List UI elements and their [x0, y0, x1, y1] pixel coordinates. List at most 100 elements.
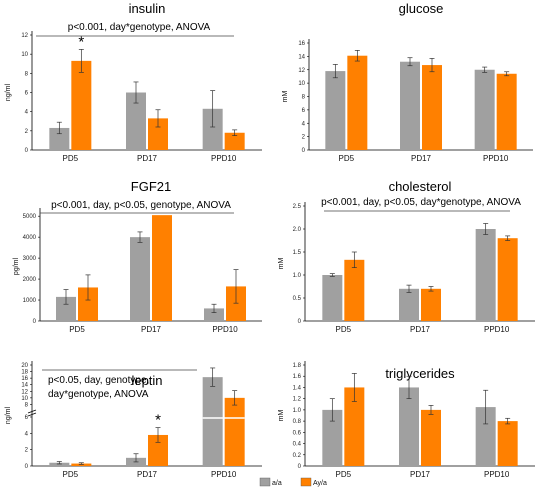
anova-annotation: p<0.001, day, p<0.05, day*genotype, ANOV… [321, 197, 521, 208]
bar-aa-PD5 [49, 462, 70, 466]
bar-Aya-PD5 [71, 463, 92, 466]
y-tick-label: 2 [302, 135, 306, 141]
chart-panel-glucose: glucose 0 2 4 6 8 10 12 14 16 mM PD5 PD17 PPD10 [282, 1, 533, 163]
y-tick-label: 1.0 [293, 408, 302, 414]
anova-annotation: day*genotype, ANOVA [48, 389, 149, 400]
y-tick-label: 4 [302, 121, 306, 127]
bar-Aya-PD5 [78, 287, 98, 321]
bar-Aya-PPD10 [224, 132, 245, 150]
y-tick-label: 12 [21, 33, 28, 39]
bar-aa-PD17 [400, 61, 420, 150]
bar-Aya-PPD10 [497, 238, 518, 321]
y-tick-label: 14 [298, 54, 305, 60]
x-tick-label: PD5 [63, 154, 79, 163]
bar-aa-PD5 [49, 127, 70, 150]
bar-aa-PPD10 [475, 407, 496, 466]
legend: a/a Ay/a [259, 477, 327, 487]
y-tick-label: 1.8 [293, 363, 302, 369]
x-tick-label: PPD10 [484, 470, 510, 479]
y-tick-label: 6 [25, 415, 29, 421]
bar-aa-PPD10 [474, 69, 495, 150]
x-tick-label: PPD10 [211, 154, 237, 163]
chart-title: cholesterol [389, 179, 452, 194]
x-tick-label: PD17 [411, 154, 432, 163]
y-tick-label: 12 [21, 389, 28, 395]
y-axis-label: ng/ml [5, 407, 12, 425]
bar-aa-PD17 [399, 387, 419, 466]
bar-aa-PD5 [322, 275, 343, 321]
bar-aa-PPD10 [202, 108, 223, 150]
y-tick-label: 6 [25, 91, 29, 97]
x-tick-label: PPD10 [212, 325, 238, 334]
axis-break-mark [27, 412, 37, 417]
chart-panel-cholesterol: cholesterol 0 0.5 1.0 1.5 2.0 2.5 mM PD5 PD17 PPD1… [278, 179, 535, 334]
x-tick-label: PD17 [141, 325, 162, 334]
y-tick-label: 2 [25, 448, 29, 454]
chart-title: FGF21 [131, 179, 171, 194]
y-axis-label: pg/ml [13, 258, 20, 276]
bar-Aya-PPD10 [497, 421, 518, 466]
y-tick-label: 1.0 [293, 273, 302, 279]
legend-label: Ay/a [313, 480, 327, 487]
legend-label: a/a [272, 480, 282, 487]
bar-Aya-PD17 [148, 118, 168, 150]
y-axis-label: mM [282, 91, 289, 103]
chart-panel-triglycerides: triglycerides 0 0.2 0.4 0.6 0.8 1.0 1.2 1.4 1.6 1.… [278, 361, 535, 479]
x-tick-label: PD17 [410, 470, 431, 479]
bar-Aya-PD5 [71, 60, 92, 150]
significance-marker: * [155, 412, 161, 429]
y-axis-label: mM [278, 410, 285, 422]
y-tick-label: 4000 [23, 235, 37, 241]
y-tick-label: 10 [298, 81, 305, 87]
bar-Aya-PD17 [421, 288, 441, 321]
y-tick-label: 0 [302, 148, 306, 154]
bar-Aya-PD17 [422, 65, 442, 150]
y-tick-label: 10 [21, 52, 28, 58]
anova-annotation: p<0.001, day*genotype, ANOVA [68, 22, 211, 33]
x-tick-label: PD5 [69, 325, 85, 334]
y-tick-label: 0 [298, 464, 302, 470]
y-tick-label: 2.5 [293, 204, 302, 210]
x-tick-label: PD5 [336, 325, 352, 334]
y-tick-label: 0.4 [293, 442, 302, 448]
y-tick-label: 14 [21, 383, 28, 389]
bar-Aya-PD17 [152, 215, 172, 321]
chart-title: insulin [129, 1, 166, 16]
bar-Aya-PD5 [344, 259, 365, 321]
y-tick-label: 0.2 [293, 453, 302, 459]
y-tick-label: 10 [21, 396, 28, 402]
legend-swatch [300, 477, 312, 487]
bar-Aya-PD5 [347, 55, 368, 150]
anova-annotation: p<0.05, day, genotype, [48, 375, 149, 386]
y-tick-label: 16 [21, 376, 28, 382]
bar-Aya-PD5 [344, 387, 365, 466]
chart-panel-FGF21: FGF21 0 1000 2000 3000 4000 5000 pg/ml PD5 PD17 PP… [13, 179, 262, 334]
bar-Aya-PPD10 [496, 73, 517, 150]
y-tick-label: 2.0 [293, 227, 302, 233]
bar-aa-PD5 [325, 71, 346, 150]
bar-aa-PD17 [399, 288, 419, 321]
x-tick-label: PD17 [137, 470, 158, 479]
bar-aa-PD17 [126, 92, 146, 150]
chart-title: glucose [399, 1, 444, 16]
bar-Aya-PPD10 [224, 397, 245, 466]
y-tick-label: 1.6 [293, 374, 302, 380]
significance-marker: * [78, 33, 84, 50]
y-tick-label: 6 [302, 108, 306, 114]
bar-Aya-PD17 [148, 434, 168, 466]
y-tick-label: 4 [25, 110, 29, 116]
y-axis-label: mM [278, 258, 285, 270]
y-tick-label: 0 [33, 319, 37, 325]
legend-swatch [259, 477, 271, 487]
y-tick-label: 0.5 [293, 296, 302, 302]
x-tick-label: PPD10 [211, 470, 237, 479]
y-tick-label: 0.8 [293, 419, 302, 425]
y-tick-label: 3000 [23, 256, 37, 262]
y-tick-label: 1.4 [293, 385, 302, 391]
y-axis-label: ng/ml [5, 84, 12, 102]
y-tick-label: 1.5 [293, 250, 302, 256]
y-tick-label: 8 [302, 95, 306, 101]
y-tick-label: 20 [21, 363, 28, 369]
